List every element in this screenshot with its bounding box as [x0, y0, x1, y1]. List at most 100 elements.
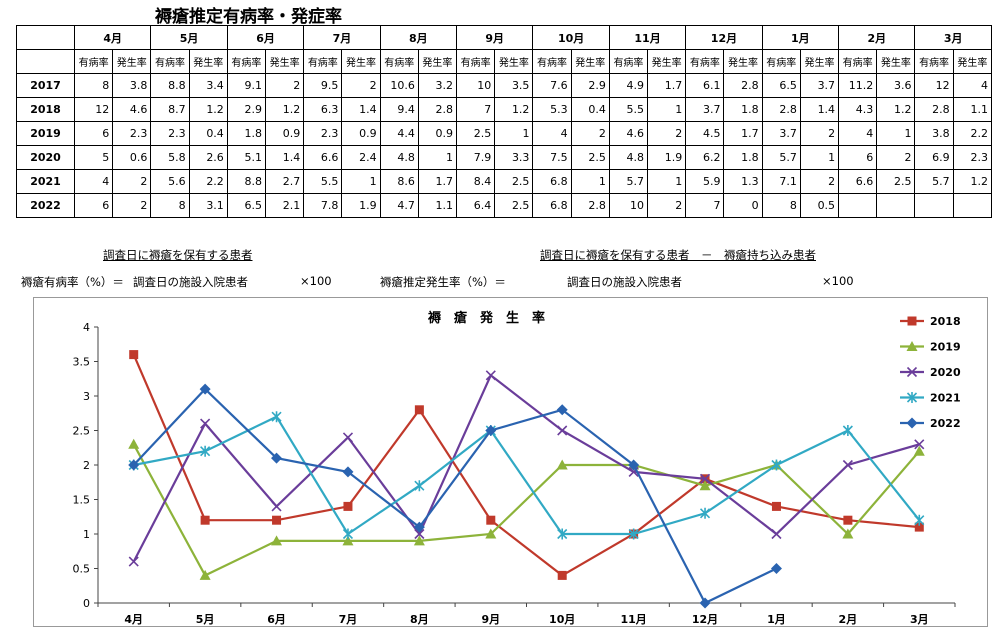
table-row: 2017 8 3.8 8.8 3.4 9.1 2 9.5 2 10.6 3.2 10 3.5 7.6 2.9… — [16, 73, 993, 98]
incidence-cell: 2.5 — [876, 169, 916, 194]
prevalence-cell: 2.3 — [150, 121, 190, 146]
incidence-cell: 1 — [647, 169, 687, 194]
data-point — [129, 350, 139, 360]
data-point — [271, 411, 282, 423]
prevalence-cell: 5.9 — [685, 169, 725, 194]
data-point — [414, 405, 424, 415]
x-tick-label: 3月 — [910, 613, 929, 626]
table-row: 2021 4 2 5.6 2.2 8.8 2.7 5.5 1 8.6 1.7 8.4 2.5 6.8 1 5.… — [16, 169, 993, 194]
data-point — [699, 507, 711, 519]
data-point — [906, 392, 918, 403]
data-point — [413, 535, 425, 546]
prevalence-cell: 6 — [73, 193, 114, 218]
incidence-cell: 2.6 — [188, 145, 228, 170]
prevalence-cell: 6.5 — [226, 193, 267, 218]
data-point — [556, 404, 568, 416]
data-point — [557, 570, 567, 580]
incidence-cell: 0.5 — [799, 193, 840, 218]
prevalence-cell: 1.8 — [226, 121, 267, 146]
month-header: 10月 — [532, 25, 610, 50]
incidence-denominator: 調査日の施設入院患者 — [567, 275, 682, 289]
incidence-label: 褥瘡推定発生率（%）＝ — [380, 275, 506, 289]
data-point — [914, 514, 925, 526]
incidence-cell: 3.8 — [112, 73, 152, 98]
incidence-cell: 1.2 — [952, 169, 993, 194]
incidence-cell: 2 — [799, 121, 840, 146]
x-tick-label: 6月 — [267, 613, 286, 626]
prevalence-cell: 8 — [73, 73, 114, 98]
data-point — [913, 445, 925, 456]
incidence-multiplier: ×100 — [822, 274, 854, 288]
prevalence-cell: 5.6 — [150, 169, 190, 194]
prevalence-cell: 8 — [150, 193, 190, 218]
y-tick-label: 1.5 — [73, 494, 91, 507]
incidence-cell: 2 — [265, 73, 305, 98]
table-row: 2022 6 2 8 3.1 6.5 2.1 7.8 1.9 4.7 1.1 6.4 2.5 6.8 2.8… — [16, 193, 993, 218]
x-tick-label: 7月 — [339, 613, 358, 626]
prevalence-cell: 8.7 — [150, 97, 190, 122]
incidence-cell: 2 — [112, 193, 152, 218]
chart-title: 褥 瘡 発 生 率 — [427, 310, 545, 326]
corner-cell — [16, 25, 75, 50]
incidence-subheader: 発生率 — [417, 49, 458, 74]
incidence-subheader: 発生率 — [188, 49, 228, 74]
legend-label: 2018 — [930, 315, 961, 328]
prevalence-subheader: 有病率 — [456, 49, 496, 74]
incidence-cell: 0.9 — [417, 121, 458, 146]
prevalence-cell: 2.8 — [761, 97, 801, 122]
prevalence-cell: 10.6 — [379, 73, 419, 98]
data-point — [842, 425, 853, 436]
incidence-cell: 3.7 — [799, 73, 840, 98]
incidence-cell: 0 — [723, 193, 763, 218]
incidence-numerator: 調査日に褥瘡を保有する患者 － 褥瘡持ち込み患者 — [540, 248, 816, 262]
data-point — [414, 528, 425, 540]
chart-frame — [33, 297, 988, 627]
incidence-cell: 0.6 — [112, 145, 152, 170]
prevalence-cell: 5.1 — [226, 145, 267, 170]
prevalence-cell: 4.6 — [608, 121, 649, 146]
prevalence-cell: 2.3 — [303, 121, 343, 146]
prevalence-cell: 7.9 — [456, 145, 496, 170]
incidence-cell: 2.8 — [723, 73, 763, 98]
data-point — [485, 528, 497, 539]
data-point — [699, 597, 711, 609]
month-header: 3月 — [914, 25, 992, 50]
incidence-cell: 2.5 — [494, 193, 534, 218]
y-tick-label: 3.5 — [73, 356, 91, 369]
data-point — [485, 370, 496, 381]
incidence-cell: 2.2 — [952, 121, 993, 146]
data-point — [199, 383, 211, 395]
page-title: 褥瘡推定有病率・発症率 — [155, 7, 342, 27]
incidence-cell: 1.7 — [647, 73, 687, 98]
prevalence-cell: 3.7 — [761, 121, 801, 146]
prevalence-numerator: 調査日に褥瘡を保有する患者 — [103, 248, 253, 262]
legend-label: 2019 — [930, 341, 961, 354]
incidence-cell: 1.3 — [723, 169, 763, 194]
year-cell: 2021 — [16, 169, 75, 194]
data-point — [914, 439, 925, 450]
prevalence-cell: 6.8 — [532, 169, 572, 194]
data-point — [771, 528, 782, 540]
incidence-cell: 3.5 — [494, 73, 534, 98]
prevalence-cell: 4.5 — [685, 121, 725, 146]
data-point — [557, 425, 568, 436]
year-cell: 2022 — [16, 193, 75, 218]
prevalence-cell: 5.3 — [532, 97, 572, 122]
month-header: 9月 — [456, 25, 534, 50]
incidence-cell: 3.1 — [188, 193, 228, 218]
data-point — [271, 535, 283, 546]
prevalence-label: 褥瘡有病率（%）＝ — [21, 275, 124, 289]
prevalence-cell: 12 — [914, 73, 954, 98]
data-point — [699, 480, 711, 491]
legend-label: 2022 — [930, 417, 961, 430]
data-point — [485, 425, 497, 436]
incidence-cell: 2.1 — [265, 193, 305, 218]
data-point — [906, 366, 918, 378]
month-header: 6月 — [226, 25, 305, 50]
prevalence-subheader: 有病率 — [226, 49, 267, 74]
data-point — [342, 466, 354, 478]
incidence-cell — [952, 193, 993, 218]
prevalence-cell — [838, 193, 878, 218]
prevalence-subheader: 有病率 — [150, 49, 190, 74]
